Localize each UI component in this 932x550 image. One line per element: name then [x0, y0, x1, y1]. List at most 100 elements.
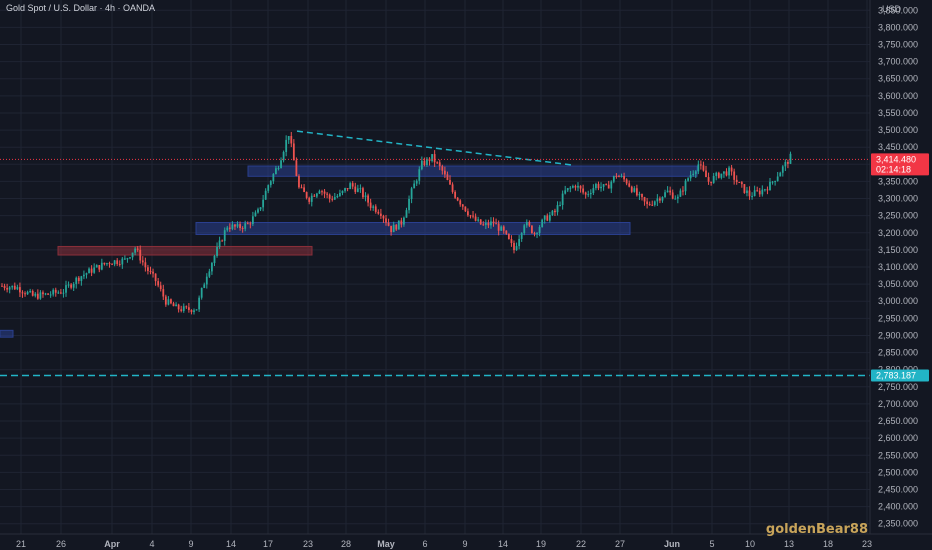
candle-body: [277, 168, 280, 170]
candle-body: [595, 183, 597, 189]
price-axis[interactable]: USD 2,350.000 2,400.000 2,450.000 2,500.000 2…: [869, 0, 932, 550]
candle-body: [774, 180, 777, 182]
candle-body: [705, 170, 707, 178]
candle-body: [280, 160, 282, 169]
candle-body: [83, 274, 85, 277]
candle-body: [180, 309, 183, 311]
red-zone[interactable]: [57, 245, 313, 256]
trend-line[interactable]: [296, 130, 573, 166]
candle-body: [694, 171, 697, 174]
time-tick-label: 14: [226, 539, 236, 549]
candle-body: [149, 271, 152, 273]
candle-body: [500, 226, 503, 231]
candle-body: [671, 192, 674, 199]
candle-body: [172, 303, 175, 307]
candle-body: [75, 277, 78, 284]
candle-body: [787, 161, 789, 164]
candle-body: [267, 185, 270, 191]
candle-body: [651, 204, 654, 206]
candle-body: [187, 307, 190, 310]
candle-body: [339, 193, 341, 196]
candle-body: [490, 221, 492, 226]
candle-body: [464, 206, 467, 212]
candle-body: [441, 166, 444, 171]
candle-body: [756, 190, 759, 192]
candle-body: [387, 222, 390, 226]
price-tick-label: 3,350.000: [878, 176, 918, 186]
resistance-zone[interactable]: [247, 165, 698, 177]
candle-body: [1, 285, 3, 287]
candle-body: [198, 297, 201, 310]
candle-body: [367, 195, 369, 203]
candle-body: [190, 309, 193, 313]
candle-body: [126, 258, 129, 260]
candle-body: [415, 180, 418, 184]
candle-body: [710, 181, 713, 183]
candle-body: [8, 287, 11, 290]
candle-body: [175, 304, 177, 307]
candle-body: [423, 160, 426, 166]
candle-body: [546, 215, 549, 221]
overlay-layer: [0, 130, 870, 377]
candle-body: [574, 186, 577, 188]
candle-body: [195, 309, 198, 311]
time-tick-label: 4: [149, 539, 154, 549]
candle-body: [295, 160, 298, 177]
candle-body: [359, 188, 362, 190]
candle-body: [24, 293, 26, 295]
candle-body: [607, 184, 610, 189]
candle-body: [766, 189, 769, 191]
candle-body: [625, 179, 628, 184]
candle-body: [559, 204, 561, 206]
candle-body: [620, 175, 623, 177]
candle-body: [93, 267, 96, 273]
candle-body: [103, 262, 106, 265]
candle-body: [290, 136, 293, 144]
candle-body: [16, 287, 19, 290]
support-zone[interactable]: [195, 222, 631, 235]
candle-body: [551, 210, 554, 216]
grid-lines: [0, 0, 870, 534]
candle-body: [19, 287, 21, 293]
candle-body: [428, 158, 431, 162]
candle-body: [42, 292, 44, 295]
candle-body: [205, 276, 208, 285]
candle-body: [541, 219, 544, 228]
candle-body: [597, 183, 600, 189]
candle-body: [90, 268, 93, 273]
price-tick-label: 3,200.000: [878, 228, 918, 238]
price-tick-label: 3,000.000: [878, 296, 918, 306]
candle-body: [484, 222, 487, 225]
candle-body: [720, 173, 723, 178]
candle-body: [254, 212, 257, 217]
candle-body: [308, 197, 311, 202]
left-zone[interactable]: [0, 329, 14, 338]
candle-body: [382, 215, 385, 219]
candle-body: [106, 263, 108, 265]
price-tick-label: 3,500.000: [878, 125, 918, 135]
chart-title: Gold Spot / U.S. Dollar · 4h · OANDA: [6, 3, 156, 13]
candle-body: [239, 224, 241, 229]
candle-body: [661, 196, 664, 201]
candle-body: [100, 262, 103, 270]
candle-body: [689, 175, 692, 179]
candle-body: [341, 190, 344, 194]
candle-body: [377, 211, 380, 214]
candle-body: [733, 171, 736, 180]
price-tick-label: 3,300.000: [878, 194, 918, 204]
time-axis[interactable]: 21 26 Apr 4 9 14 17 23 28 May 6 9 14 19 22 27 Jun 5 10 13 18…: [0, 533, 932, 549]
candle-body: [431, 154, 433, 162]
candle-body: [666, 190, 669, 193]
candle-body: [543, 215, 546, 220]
price-tick-label: 2,850.000: [878, 348, 918, 358]
candle-body: [118, 263, 121, 265]
candle-body: [477, 219, 480, 221]
candle-body: [446, 174, 449, 181]
candle-body: [269, 181, 272, 186]
candle-body: [88, 268, 90, 274]
candle-body: [659, 198, 661, 201]
time-tick-label: 9: [462, 539, 467, 549]
time-tick-label: Jun: [664, 539, 680, 549]
